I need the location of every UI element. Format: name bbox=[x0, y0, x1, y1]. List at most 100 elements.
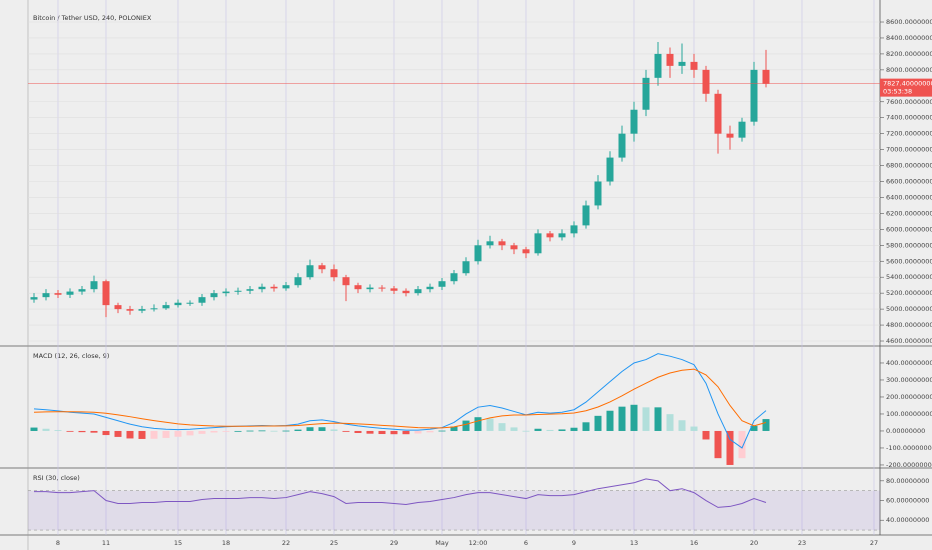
y-tick-label: 8200.00000000 bbox=[886, 50, 932, 58]
histogram-bar bbox=[510, 427, 518, 431]
x-tick-label: 11 bbox=[102, 539, 110, 547]
x-tick-label: 15 bbox=[174, 539, 182, 547]
candle-body bbox=[294, 277, 302, 286]
candle-body bbox=[306, 265, 314, 278]
y-tick-label: 6600.00000000 bbox=[886, 178, 932, 186]
histogram-bar bbox=[198, 430, 206, 434]
candle-body bbox=[330, 269, 338, 278]
candle-body bbox=[474, 245, 482, 262]
candle-body bbox=[162, 305, 170, 309]
y-tick-label: 5600.00000000 bbox=[886, 257, 932, 265]
y-tick-label: 5200.00000000 bbox=[886, 289, 932, 297]
candle-body bbox=[366, 287, 374, 290]
candle-body bbox=[150, 308, 158, 310]
y-tick-label: 5800.00000000 bbox=[886, 241, 932, 249]
histogram-bar bbox=[246, 430, 254, 432]
y-tick-label: 5000.00000000 bbox=[886, 305, 932, 313]
candle-body bbox=[654, 53, 662, 78]
histogram-bar bbox=[30, 427, 38, 431]
histogram-bar bbox=[42, 428, 50, 431]
x-tick-label: 13 bbox=[630, 539, 638, 547]
histogram-bar bbox=[402, 430, 410, 435]
y-tick-label: 4600.00000000 bbox=[886, 337, 932, 345]
candle-body bbox=[78, 289, 86, 292]
histogram-bar bbox=[342, 430, 350, 432]
candle-body bbox=[450, 273, 458, 282]
histogram-bar bbox=[258, 430, 266, 432]
x-tick-label: 27 bbox=[870, 539, 878, 547]
histogram-bar bbox=[426, 430, 434, 433]
x-tick-label: 25 bbox=[330, 539, 338, 547]
y-tick-label: 4800.00000000 bbox=[886, 321, 932, 329]
y-tick-label: 6800.00000000 bbox=[886, 162, 932, 170]
macd-title: MACD (12, 26, close, 9) bbox=[33, 352, 109, 360]
histogram-bar bbox=[546, 429, 554, 431]
candle-body bbox=[246, 289, 254, 291]
candle-body bbox=[174, 302, 182, 306]
y-tick-label: -100.00000000 bbox=[886, 444, 932, 452]
histogram-bar bbox=[114, 430, 122, 437]
histogram-bar bbox=[618, 406, 626, 431]
candle-body bbox=[594, 181, 602, 206]
histogram-bar bbox=[654, 407, 662, 431]
chart-title: Bitcoin / Tether USD, 240, POLONIEX bbox=[33, 14, 152, 22]
y-tick-label: 100.00000000 bbox=[886, 410, 932, 418]
histogram-bar bbox=[702, 430, 710, 440]
histogram-bar bbox=[558, 429, 566, 431]
y-tick-label: 400.00000000 bbox=[886, 359, 932, 367]
candle-body bbox=[222, 291, 230, 294]
histogram-bar bbox=[102, 430, 110, 436]
histogram-bar bbox=[714, 430, 722, 459]
candle-body bbox=[486, 241, 494, 246]
histogram-bar bbox=[594, 415, 602, 431]
candle-body bbox=[390, 288, 398, 291]
x-tick-label: 8 bbox=[56, 539, 60, 547]
histogram-bar bbox=[318, 427, 326, 431]
histogram-bar bbox=[474, 417, 482, 431]
x-tick-label: May bbox=[435, 539, 449, 547]
candle-body bbox=[738, 121, 746, 138]
histogram-bar bbox=[78, 430, 86, 433]
candle-body bbox=[618, 133, 626, 158]
histogram-bar bbox=[306, 427, 314, 431]
histogram-bar bbox=[66, 430, 74, 432]
candle-body bbox=[666, 53, 674, 66]
x-tick-label: 23 bbox=[798, 539, 806, 547]
candle-body bbox=[282, 285, 290, 289]
y-tick-label: -200.00000000 bbox=[886, 461, 932, 469]
candle-body bbox=[186, 302, 194, 304]
candle-body bbox=[630, 109, 638, 134]
candle-body bbox=[90, 281, 98, 290]
candle-body bbox=[198, 297, 206, 303]
histogram-bar bbox=[486, 418, 494, 431]
histogram-bar bbox=[390, 430, 398, 435]
histogram-bar bbox=[234, 430, 242, 432]
histogram-bar bbox=[270, 430, 278, 432]
y-tick-label: 200.00000000 bbox=[886, 393, 932, 401]
candle-body bbox=[234, 290, 242, 292]
candle-body bbox=[54, 293, 62, 295]
candle-body bbox=[546, 233, 554, 238]
x-tick-label: 20 bbox=[750, 539, 758, 547]
candle-body bbox=[702, 69, 710, 94]
histogram-bar bbox=[642, 407, 650, 431]
candle-body bbox=[402, 290, 410, 294]
candle-body bbox=[582, 205, 590, 226]
histogram-bar bbox=[222, 430, 230, 432]
y-tick-label: 7000.00000000 bbox=[886, 146, 932, 154]
y-tick-label: 60.00000000 bbox=[886, 497, 929, 505]
x-tick-label: 18 bbox=[222, 539, 230, 547]
candle-body bbox=[558, 233, 566, 238]
candle-body bbox=[438, 281, 446, 287]
histogram-bar bbox=[330, 429, 338, 431]
histogram-bar bbox=[522, 430, 530, 432]
candle-body bbox=[270, 286, 278, 289]
histogram-bar bbox=[162, 430, 170, 438]
rsi-title: RSI (30, close) bbox=[33, 474, 80, 482]
candle-body bbox=[318, 265, 326, 270]
candle-body bbox=[498, 241, 506, 246]
histogram-bar bbox=[666, 414, 674, 431]
candle-body bbox=[102, 281, 110, 306]
rsi-band bbox=[28, 490, 880, 531]
